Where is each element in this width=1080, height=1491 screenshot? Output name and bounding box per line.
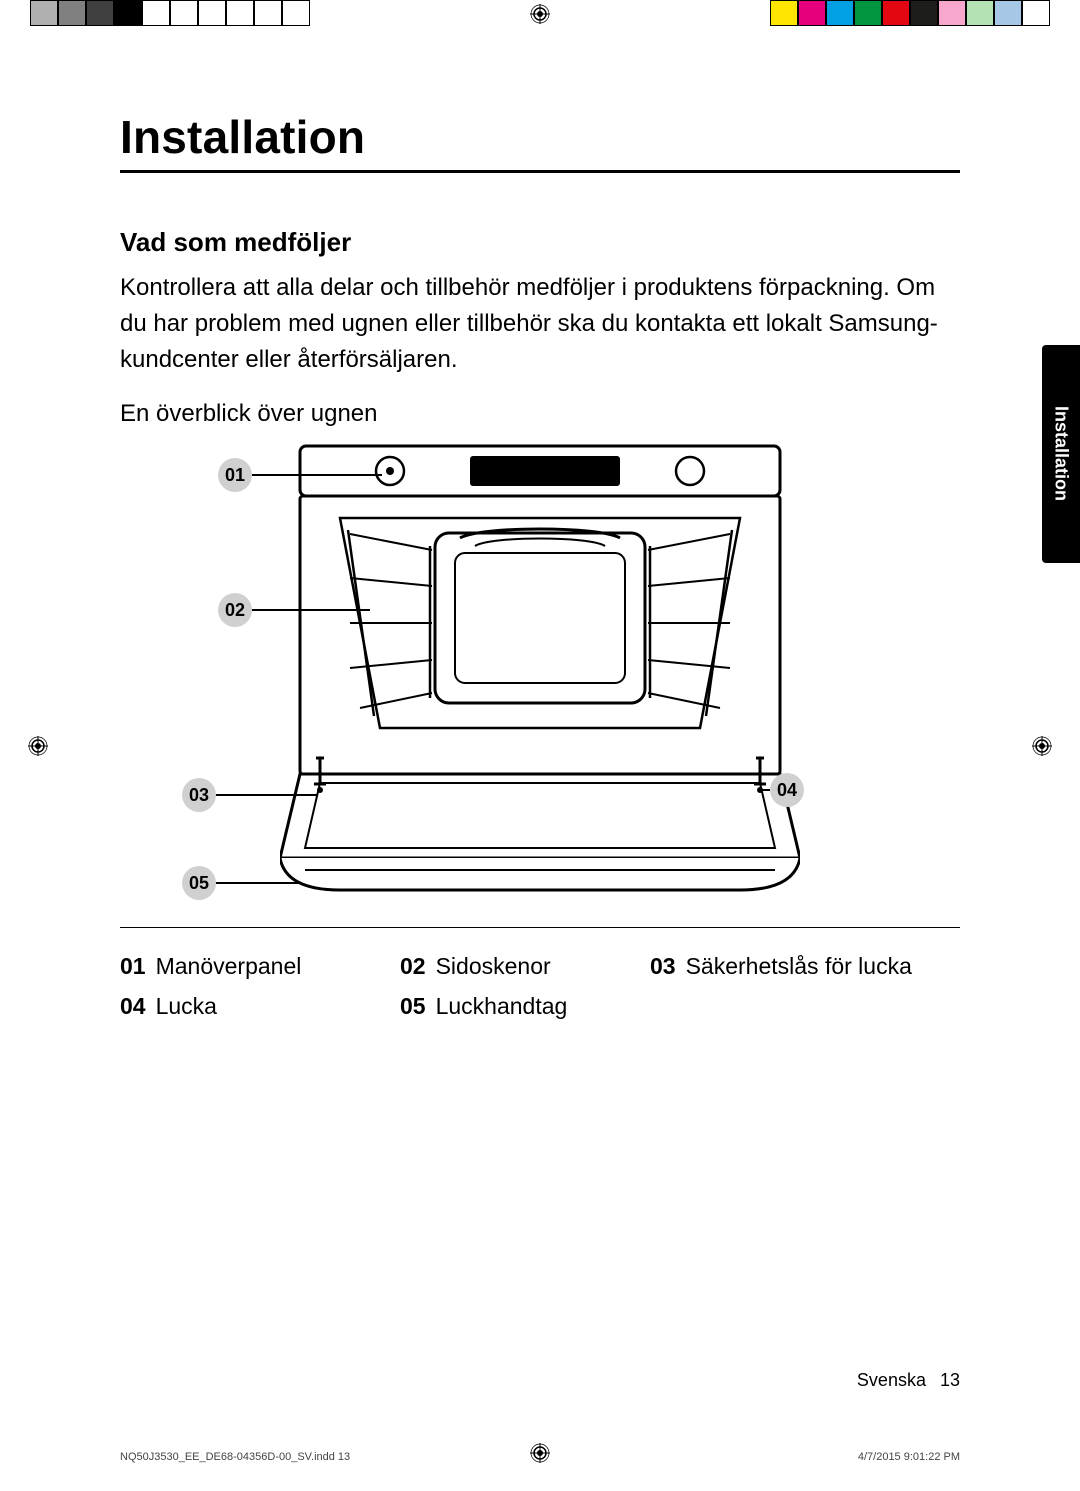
callout-badge: 04 [770,773,804,807]
callout-lines [120,438,960,927]
registration-mark-top [530,4,550,24]
footer-language: Svenska [857,1370,926,1390]
print-slug-file: NQ50J3530_EE_DE68-04356D-00_SV.indd 13 [120,1451,350,1463]
page-footer: Svenska 13 [857,1370,960,1391]
legend-item: 01Manöverpanel [120,946,400,986]
printer-color-bar-left [30,0,310,26]
print-slug-timestamp: 4/7/2015 9:01:22 PM [858,1451,960,1463]
legend-item: 03Säkerhetslås för lucka [650,946,960,986]
legend-item: 02Sidoskenor [400,946,650,986]
legend-item: 05Luckhandtag [400,986,650,1026]
intro-paragraph: Kontrollera att alla delar och tillbehör… [120,270,960,378]
section-heading: Vad som medföljer [120,227,960,258]
print-slug: NQ50J3530_EE_DE68-04356D-00_SV.indd 13 4… [120,1451,960,1463]
side-tab: Installation [1042,345,1080,563]
callout-badge: 05 [182,866,216,900]
registration-mark-right [1032,736,1052,756]
page-title: Installation [120,110,960,173]
callout-badge: 02 [218,593,252,627]
legend-item: 04Lucka [120,986,400,1026]
page-content: Installation Vad som medföljer Kontrolle… [120,110,960,1311]
callout-badge: 01 [218,458,252,492]
printer-color-bar-right [770,0,1050,26]
overview-heading: En överblick över ugnen [120,400,960,428]
registration-mark-left [28,736,48,756]
diagram-legend: 01Manöverpanel 02Sidoskenor 03Säkerhetsl… [120,946,960,1027]
oven-diagram: 01 02 03 04 05 [120,438,960,928]
callout-badge: 03 [182,778,216,812]
footer-page-number: 13 [940,1370,960,1390]
